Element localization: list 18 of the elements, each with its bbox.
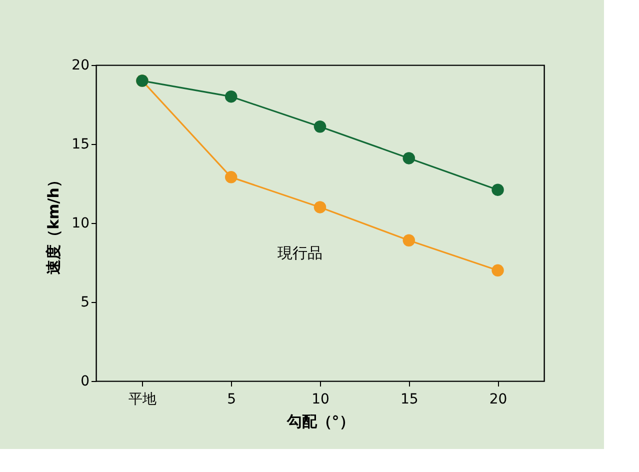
y-tick-label: 0: [80, 374, 90, 390]
y-tick-label: 10: [72, 216, 90, 232]
x-axis-title: 勾配（°）: [286, 412, 354, 430]
point: [224, 90, 238, 103]
x-tick-label: 5: [227, 392, 236, 408]
point: [492, 264, 504, 277]
x-tick-label: 平地: [128, 392, 157, 408]
y-tick-label: 20: [72, 58, 90, 74]
point: [314, 120, 326, 133]
x-tick-label: 20: [489, 392, 508, 408]
y-tick-label: 5: [80, 294, 90, 310]
y-tick-label: 15: [72, 136, 90, 152]
y-axis-title: 速度（km/h）: [44, 172, 63, 274]
x-tick-label: 15: [400, 392, 418, 408]
x-tick-label: 10: [312, 392, 330, 408]
point: [492, 184, 504, 196]
text: 現行品: [278, 244, 322, 262]
point: [402, 152, 416, 164]
